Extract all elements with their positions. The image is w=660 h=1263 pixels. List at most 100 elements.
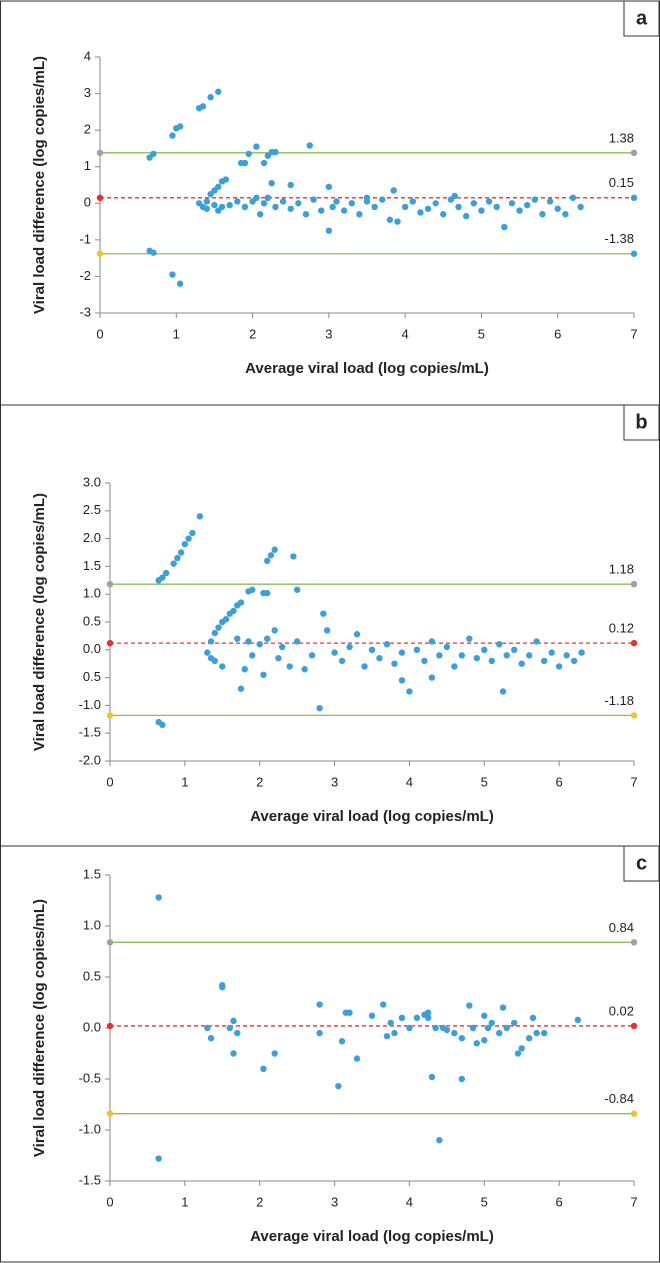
data-point (215, 183, 222, 191)
data-point (278, 643, 286, 651)
data-point (308, 652, 316, 659)
data-point (428, 638, 436, 645)
reference-line-end (106, 939, 114, 946)
data-point (540, 657, 548, 665)
data-point (286, 663, 293, 670)
data-point (548, 649, 555, 656)
data-point (207, 638, 215, 645)
x-tick-label: 6 (556, 774, 563, 789)
data-point (577, 203, 584, 211)
data-point (237, 685, 245, 692)
y-tick-label: 0 (84, 195, 91, 210)
data-point (485, 198, 493, 205)
panel-label: c (636, 852, 647, 874)
data-point (189, 529, 196, 537)
reference-line-end (106, 639, 114, 647)
data-point (390, 187, 397, 194)
data-point (540, 1029, 548, 1037)
data-point (421, 657, 428, 665)
x-tick-label: 5 (481, 1194, 488, 1209)
reference-line-label: 0.84 (609, 920, 634, 935)
x-tick-label: 2 (249, 326, 256, 341)
data-point (169, 271, 176, 278)
reference-line-end (630, 712, 638, 719)
y-tick-label: 1 (84, 158, 91, 173)
data-point (185, 535, 192, 542)
data-point (207, 1035, 215, 1042)
x-axis-title: Average viral load (log copies/mL) (245, 360, 489, 377)
data-point (181, 540, 189, 548)
x-tick-label: 0 (96, 326, 103, 341)
data-point (150, 249, 157, 256)
data-point (473, 654, 480, 662)
data-point (398, 1014, 406, 1021)
reference-line-label: -0.84 (604, 1091, 634, 1106)
x-tick-label: 3 (325, 326, 332, 341)
data-point (533, 638, 540, 645)
data-point (363, 194, 371, 201)
data-point (466, 1002, 473, 1009)
x-axis-title: Average viral load (log copies/mL) (250, 1228, 494, 1245)
data-point (546, 198, 554, 205)
y-tick-label: 1.0 (83, 917, 101, 932)
data-point (264, 194, 272, 201)
y-tick-label: 2.0 (83, 530, 101, 545)
reference-line-end (630, 580, 638, 588)
data-point (150, 150, 157, 158)
x-tick-label: 0 (106, 774, 113, 789)
data-point (555, 663, 563, 670)
x-tick-label: 0 (106, 1194, 113, 1209)
data-point (469, 1024, 477, 1032)
y-tick-label: -1.0 (79, 1121, 101, 1136)
data-point (249, 586, 256, 593)
data-point (176, 123, 184, 130)
reference-line-end (630, 194, 638, 201)
data-point (230, 607, 237, 615)
data-point (320, 610, 327, 617)
x-tick-label: 4 (406, 1194, 413, 1209)
data-point (529, 1014, 537, 1021)
data-point (219, 663, 226, 670)
data-point (481, 1037, 488, 1044)
data-point (432, 200, 439, 207)
reference-line-end (106, 580, 114, 588)
data-point (455, 203, 462, 211)
data-point (488, 657, 495, 665)
data-point (478, 207, 485, 214)
data-point (275, 654, 282, 662)
reference-line-end (630, 1022, 638, 1030)
y-axis-title: Viral load difference (log copies/mL) (31, 56, 48, 314)
data-point (501, 223, 508, 231)
data-point (234, 635, 241, 642)
data-point (531, 196, 539, 203)
reference-line-label: 1.38 (609, 130, 634, 145)
data-point (290, 553, 297, 560)
data-point (241, 666, 248, 673)
data-point (199, 103, 207, 110)
data-point (470, 200, 477, 207)
data-point (406, 688, 413, 695)
data-point (488, 1019, 495, 1027)
data-point (481, 646, 488, 653)
y-tick-label: 1.5 (83, 558, 101, 573)
data-point (162, 569, 170, 577)
data-point (348, 200, 355, 207)
data-point (271, 627, 278, 634)
data-point (511, 646, 518, 653)
x-tick-label: 7 (630, 774, 637, 789)
data-point (356, 211, 363, 218)
reference-line-label: 0.02 (609, 1003, 634, 1018)
data-point (514, 1050, 522, 1057)
y-tick-label: 0.5 (83, 613, 101, 628)
y-tick-label: 3.0 (83, 474, 101, 489)
data-point (424, 205, 432, 212)
data-point (331, 649, 338, 656)
data-point (264, 557, 271, 565)
data-point (539, 211, 546, 218)
data-point (302, 211, 310, 218)
data-point (398, 677, 406, 684)
data-point (503, 652, 510, 659)
y-tick-label: 0.0 (83, 1019, 101, 1034)
data-point (316, 1029, 323, 1037)
data-point (211, 629, 218, 637)
